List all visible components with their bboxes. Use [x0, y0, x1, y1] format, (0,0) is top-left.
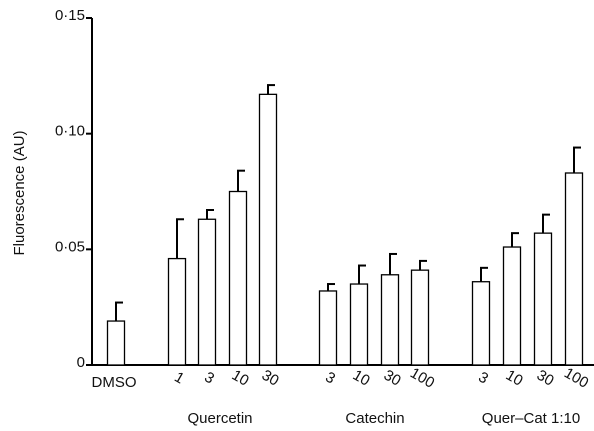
x-tick-label: 10 [350, 367, 373, 390]
x-tick-label: 100 [561, 364, 591, 391]
x-tick-label: 30 [259, 367, 282, 390]
bar [228, 190, 248, 366]
x-tick-label: 30 [381, 367, 404, 390]
x-tick-label: 3 [201, 369, 217, 388]
group-label: Quercetin [187, 410, 252, 427]
bar [258, 93, 278, 366]
bar [502, 246, 522, 366]
bar [410, 269, 430, 366]
bar [471, 281, 491, 366]
x-tick-label: 100 [407, 364, 437, 391]
y-tick-label: 0·15 [55, 7, 85, 24]
bar [380, 274, 400, 366]
group-label: Catechin [345, 410, 404, 427]
y-tick-label: 0·05 [55, 238, 85, 255]
bar [197, 218, 217, 366]
y-tick-label: 0·10 [55, 123, 85, 140]
x-tick-label: 10 [503, 367, 526, 390]
y-tick-label: 0 [77, 354, 85, 371]
x-tick-label: 10 [229, 367, 252, 390]
bar [564, 172, 584, 366]
group-label: Quer–Cat 1:10 [482, 410, 580, 427]
y-axis-label: Fluorescence (AU) [11, 130, 28, 255]
x-tick-label: 30 [534, 367, 557, 390]
x-tick-label: 3 [322, 369, 338, 388]
chart-bars [106, 84, 584, 366]
x-tick-label: 3 [475, 369, 491, 388]
bar [106, 320, 126, 366]
bar [349, 283, 369, 366]
bar [318, 290, 338, 366]
x-tick-label: 1 [171, 369, 187, 388]
bar [167, 257, 187, 366]
x-tick-label: DMSO [92, 374, 137, 391]
bar [533, 232, 553, 366]
